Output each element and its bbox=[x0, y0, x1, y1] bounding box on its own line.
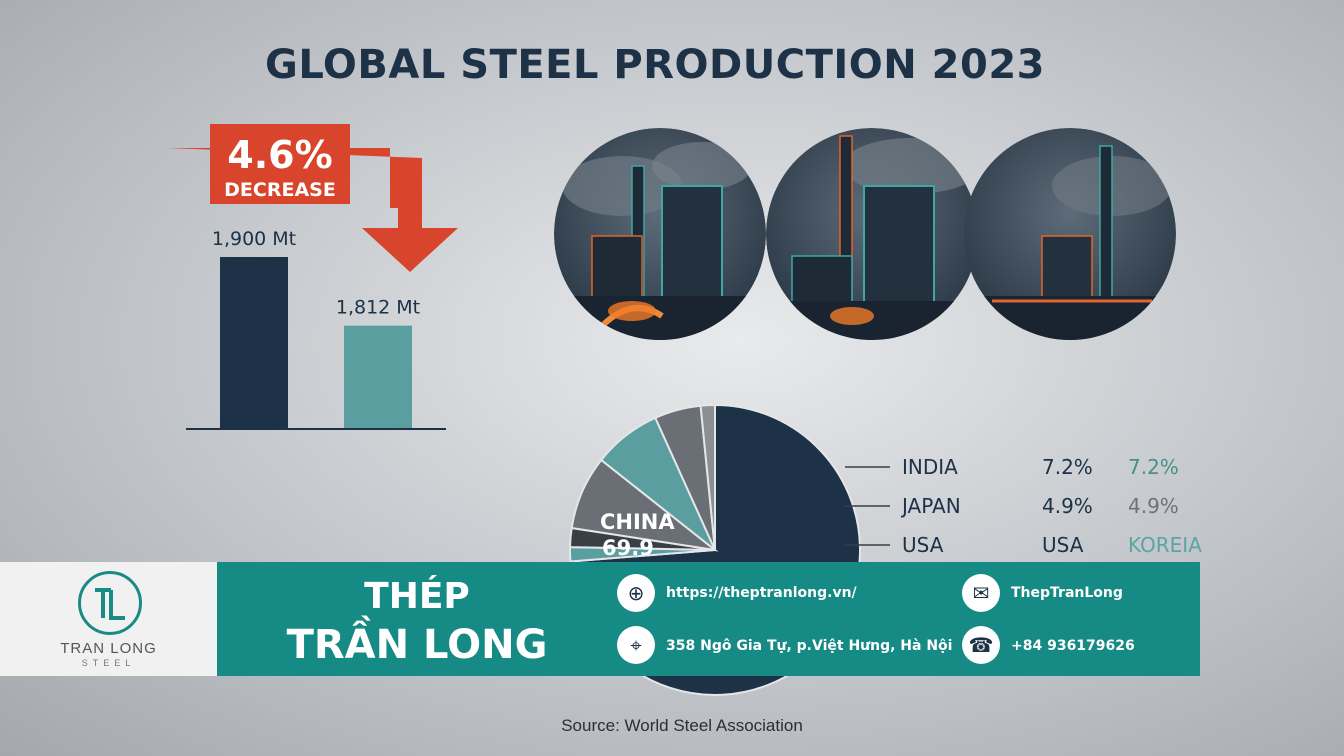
phone-number[interactable]: +84 936179626 bbox=[1011, 638, 1135, 654]
legend-value-2: 7.2% bbox=[1128, 455, 1179, 479]
legend-name: INDIA bbox=[902, 455, 958, 479]
decrease-box bbox=[210, 124, 350, 204]
bar-chart: 4.6% DECREASE 1,900 Mt20221,812 Mt2023 bbox=[168, 124, 458, 430]
decrease-arrow bbox=[168, 148, 458, 272]
legend-value: USA bbox=[1042, 533, 1084, 557]
legend-name: USA bbox=[902, 533, 944, 557]
map-pin-icon: ⌖ bbox=[617, 626, 655, 664]
pie-slice-usa bbox=[699, 403, 716, 551]
brand-line-2: TRẦN LONG bbox=[286, 622, 548, 668]
source-note: Source: World Steel Association bbox=[561, 716, 803, 735]
legend-value-2: 4.9% bbox=[1128, 494, 1179, 518]
brand-line-1: THÉP bbox=[364, 576, 470, 617]
contact-banner: THÉP TRẦN LONG ⊕ https://theptranlong.vn… bbox=[217, 562, 1200, 676]
bar-2022 bbox=[220, 257, 288, 429]
bar-value-label: 1,812 Mt bbox=[336, 297, 420, 319]
logo-panel: TRAN LONG STEEL bbox=[0, 562, 217, 676]
legend-value: 4.9% bbox=[1042, 494, 1093, 518]
page-title: GLOBAL STEEL PRODUCTION 2023 bbox=[265, 42, 1045, 88]
steel-plant-illustration bbox=[554, 128, 1176, 340]
china-label: CHINA bbox=[600, 510, 675, 534]
decrease-percent: 4.6% bbox=[227, 133, 332, 177]
legend-value: 7.2% bbox=[1042, 455, 1093, 479]
plant-circle-1 bbox=[554, 128, 766, 340]
website-link[interactable]: https://theptranlong.vn/ bbox=[666, 585, 857, 601]
plant-circle-3 bbox=[964, 128, 1176, 340]
chat-icon: ✉ bbox=[962, 574, 1000, 612]
logo-sub: STEEL bbox=[81, 658, 136, 668]
social-handle[interactable]: ThepTranLong bbox=[1011, 585, 1123, 601]
china-value: 69.9 bbox=[602, 536, 654, 560]
legend-value-2: KOREIA bbox=[1128, 533, 1202, 557]
decrease-label: DECREASE bbox=[224, 179, 336, 201]
globe-icon: ⊕ bbox=[617, 574, 655, 612]
bar-2023 bbox=[344, 325, 412, 429]
legend-name: JAPAN bbox=[900, 494, 961, 518]
tran-long-logo-icon bbox=[78, 571, 142, 635]
plant-circle-2 bbox=[766, 128, 978, 340]
address-text: 358 Ngô Gia Tự, p.Việt Hưng, Hà Nội bbox=[666, 638, 953, 654]
phone-icon: ☎ bbox=[962, 626, 1000, 664]
bar-value-label: 1,900 Mt bbox=[212, 228, 296, 250]
logo-name: TRAN LONG bbox=[60, 640, 157, 657]
